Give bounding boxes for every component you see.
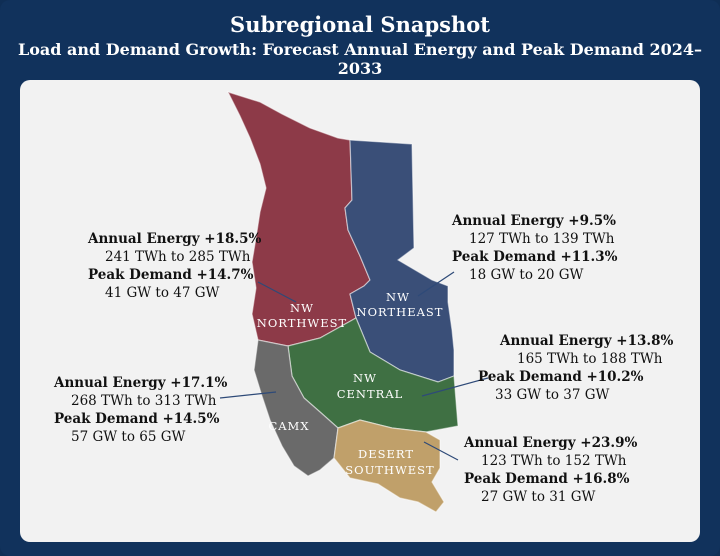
- region-label-desert-southwest-2: SOUTHWEST: [345, 463, 434, 477]
- peak-label-nw-northwest: Peak Demand +14.7%: [88, 267, 254, 283]
- callout-line-nw-northwest: [257, 281, 297, 303]
- energy-range-nw-central: 165 TWh to 188 TWh: [517, 351, 663, 367]
- region-label-nw-northeast-1: NW: [386, 290, 410, 304]
- peak-range-camx: 57 GW to 65 GW: [71, 429, 186, 445]
- energy-label-nw-central: Annual Energy +13.8%: [500, 333, 674, 349]
- peak-label-nw-central: Peak Demand +10.2%: [478, 369, 644, 385]
- stats-desert-southwest: Annual Energy +23.9% 123 TWh to 152 TWh …: [464, 434, 637, 506]
- region-label-nw-northwest-1: NW: [290, 301, 314, 315]
- energy-range-camx: 268 TWh to 313 TWh: [71, 393, 217, 409]
- peak-range-nw-central: 33 GW to 37 GW: [495, 387, 610, 403]
- page-subtitle: Load and Demand Growth: Forecast Annual …: [17, 40, 703, 78]
- callout-line-camx: [219, 391, 277, 399]
- stats-nw-northwest: Annual Energy +18.5% 241 TWh to 285 TWh …: [88, 230, 261, 302]
- callout-line-nw-northeast: [417, 271, 455, 297]
- peak-range-nw-northeast: 18 GW to 20 GW: [469, 267, 584, 283]
- callout-line-nw-central: [421, 377, 489, 397]
- region-camx[interactable]: [253, 339, 339, 477]
- region-label-nw-central-2: CENTRAL: [337, 387, 404, 401]
- peak-label-camx: Peak Demand +14.5%: [54, 411, 220, 427]
- energy-range-desert-southwest: 123 TWh to 152 TWh: [481, 453, 627, 469]
- region-map: NW NORTHWEST NW NORTHEAST NW CENTRAL CAM…: [219, 91, 489, 513]
- region-desert-southwest[interactable]: [333, 419, 445, 513]
- stats-nw-northeast: Annual Energy +9.5% 127 TWh to 139 TWh P…: [452, 212, 617, 284]
- energy-label-nw-northeast: Annual Energy +9.5%: [452, 213, 616, 229]
- energy-label-nw-northwest: Annual Energy +18.5%: [88, 231, 262, 247]
- region-label-nw-northeast-2: NORTHEAST: [357, 305, 444, 319]
- energy-range-nw-northeast: 127 TWh to 139 TWh: [469, 231, 615, 247]
- stats-nw-central: Annual Energy +13.8% 165 TWh to 188 TWh …: [478, 332, 674, 404]
- region-label-camx: CAMX: [268, 419, 309, 433]
- energy-range-nw-northwest: 241 TWh to 285 TWh: [105, 249, 251, 265]
- map-panel: NW NORTHWEST NW NORTHEAST NW CENTRAL CAM…: [20, 80, 700, 542]
- page-title: Subregional Snapshot: [230, 12, 490, 37]
- region-label-nw-northwest-2: NORTHWEST: [257, 316, 347, 330]
- callout-line-desert-southwest: [423, 441, 459, 461]
- stats-camx: Annual Energy +17.1% 268 TWh to 313 TWh …: [54, 374, 227, 446]
- peak-label-desert-southwest: Peak Demand +16.8%: [464, 471, 630, 487]
- energy-label-camx: Annual Energy +17.1%: [54, 375, 228, 391]
- peak-range-desert-southwest: 27 GW to 31 GW: [481, 489, 596, 505]
- peak-range-nw-northwest: 41 GW to 47 GW: [105, 285, 220, 301]
- peak-label-nw-northeast: Peak Demand +11.3%: [452, 249, 618, 265]
- energy-label-desert-southwest: Annual Energy +23.9%: [464, 435, 638, 451]
- region-label-desert-southwest-1: DESERT: [358, 447, 414, 461]
- region-label-nw-central-1: NW: [353, 371, 377, 385]
